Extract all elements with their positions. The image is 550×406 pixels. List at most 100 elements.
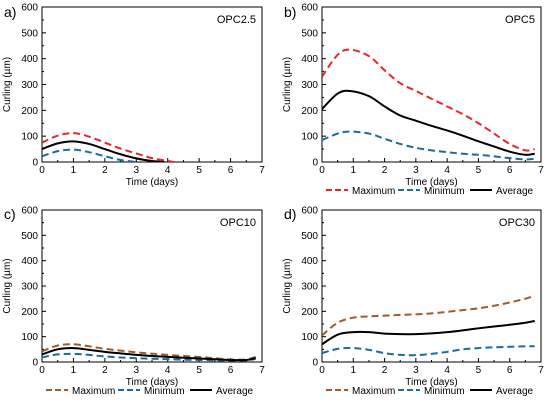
- panel-title: OPC2.5: [217, 14, 256, 26]
- x-tick-label: 5: [196, 165, 202, 176]
- legend-label: Average: [496, 386, 534, 397]
- x-tick-label: 6: [228, 365, 234, 376]
- x-tick-label: 7: [538, 165, 544, 176]
- x-tick-label: 1: [351, 365, 357, 376]
- legend-label: Minimum: [424, 186, 465, 197]
- x-tick-label: 6: [507, 165, 513, 176]
- plot-frame: [41, 209, 263, 363]
- legend-label: Minimum: [144, 386, 185, 397]
- y-axis-title: Curling (µm): [282, 57, 293, 112]
- x-tick-label: 0: [319, 165, 325, 176]
- legend-label: Average: [496, 186, 534, 197]
- x-axis-title: Time (days): [126, 177, 178, 188]
- series-line-maximum: [42, 132, 175, 162]
- x-tick-label: 4: [165, 365, 171, 376]
- x-axis-title: Time (days): [405, 177, 457, 188]
- series-line-average: [322, 319, 535, 346]
- x-tick-label: 0: [319, 365, 325, 376]
- y-tick-label: 0: [32, 358, 38, 369]
- x-tick-label: 6: [228, 165, 234, 176]
- panel-label: d): [284, 206, 296, 222]
- x-tick-label: 4: [165, 165, 171, 176]
- y-tick-label: 300: [301, 80, 318, 91]
- series-line-average: [322, 89, 535, 156]
- x-tick-label: 7: [538, 365, 544, 376]
- y-tick-label: 600: [301, 206, 318, 217]
- x-tick-label: 5: [476, 165, 482, 176]
- x-tick-label: 5: [476, 365, 482, 376]
- x-axis-title: Time (days): [405, 377, 457, 388]
- series-line-average: [42, 347, 256, 362]
- x-tick-label: 1: [71, 165, 77, 176]
- y-tick-label: 200: [21, 106, 38, 117]
- y-tick-label: 500: [21, 28, 38, 39]
- panel-title: OPC5: [505, 14, 535, 26]
- y-axis-title: Curling (µm): [2, 258, 13, 313]
- legend-label: Average: [216, 386, 254, 397]
- x-tick-label: 4: [444, 165, 450, 176]
- x-tick-label: 7: [259, 165, 265, 176]
- series-line-minimum: [42, 352, 256, 362]
- y-tick-label: 500: [21, 231, 38, 242]
- legend: Maximum Minimum Average: [46, 386, 254, 397]
- legend-label: Maximum: [352, 186, 395, 197]
- y-tick-label: 0: [32, 158, 38, 169]
- series-line-average: [42, 140, 165, 162]
- y-tick-label: 0: [312, 358, 318, 369]
- y-tick-label: 400: [301, 256, 318, 267]
- panel-label: c): [4, 206, 16, 222]
- y-tick-label: 600: [301, 3, 318, 14]
- y-tick-label: 100: [301, 132, 318, 143]
- y-tick-label: 500: [301, 231, 318, 242]
- panel-4: d) 0 1 2 3 4 5 6 7 0 100 200 300 400 500 600 Time (days)…: [282, 206, 544, 398]
- y-tick-label: 600: [21, 206, 38, 217]
- x-tick-label: 3: [134, 165, 140, 176]
- series-line-maximum: [322, 48, 535, 152]
- y-tick-label: 400: [301, 54, 318, 65]
- panel-3: c) 0 1 2 3 4 5 6 7 0 100 200 300 400 500 600 Time (days)…: [2, 206, 265, 398]
- x-tick-label: 2: [102, 165, 108, 176]
- y-tick-label: 200: [21, 307, 38, 318]
- x-tick-label: 3: [413, 165, 419, 176]
- y-tick-label: 400: [21, 256, 38, 267]
- panel-2: b) 0 1 2 3 4 5 6 7 0 100 200 300 400 500 600 Time (days)…: [282, 3, 544, 198]
- legend-label: Maximum: [352, 386, 395, 397]
- x-tick-label: 6: [507, 365, 513, 376]
- panel-1: a) 0 1 2 3 4 5 6 7 0 100 200 300 400 500 600 Time (days)…: [2, 3, 265, 189]
- x-tick-label: 5: [196, 365, 202, 376]
- series-line-maximum: [42, 343, 257, 361]
- legend-label: Minimum: [424, 386, 465, 397]
- y-tick-label: 100: [21, 332, 38, 343]
- y-tick-label: 500: [301, 28, 318, 39]
- legend: Maximum Minimum Average: [326, 386, 534, 397]
- y-tick-label: 100: [21, 132, 38, 143]
- x-tick-label: 2: [102, 365, 108, 376]
- y-tick-label: 100: [301, 332, 318, 343]
- y-tick-label: 300: [21, 282, 38, 293]
- panel-title: OPC30: [499, 217, 535, 229]
- x-axis-title: Time (days): [126, 377, 178, 388]
- y-tick-label: 300: [301, 282, 318, 293]
- plot-frame: [321, 6, 542, 163]
- y-tick-label: 300: [21, 80, 38, 91]
- series-line-minimum: [42, 148, 137, 162]
- x-tick-label: 1: [351, 165, 357, 176]
- panel-label: b): [284, 4, 296, 20]
- y-tick-label: 600: [21, 3, 38, 14]
- x-tick-label: 3: [413, 365, 419, 376]
- y-tick-label: 400: [21, 54, 38, 65]
- x-tick-label: 1: [71, 365, 77, 376]
- y-axis-title: Curling (µm): [282, 258, 293, 313]
- y-axis-title: Curling (µm): [2, 57, 13, 112]
- panel-label: a): [4, 4, 16, 20]
- series-line-minimum: [322, 130, 535, 161]
- series-line-minimum: [322, 345, 535, 357]
- x-tick-label: 0: [39, 165, 45, 176]
- plot-frame: [41, 6, 263, 163]
- x-tick-label: 7: [259, 365, 265, 376]
- panel-title: OPC10: [220, 217, 256, 229]
- x-tick-label: 3: [134, 365, 140, 376]
- plot-frame: [321, 209, 542, 363]
- legend-label: Maximum: [72, 386, 115, 397]
